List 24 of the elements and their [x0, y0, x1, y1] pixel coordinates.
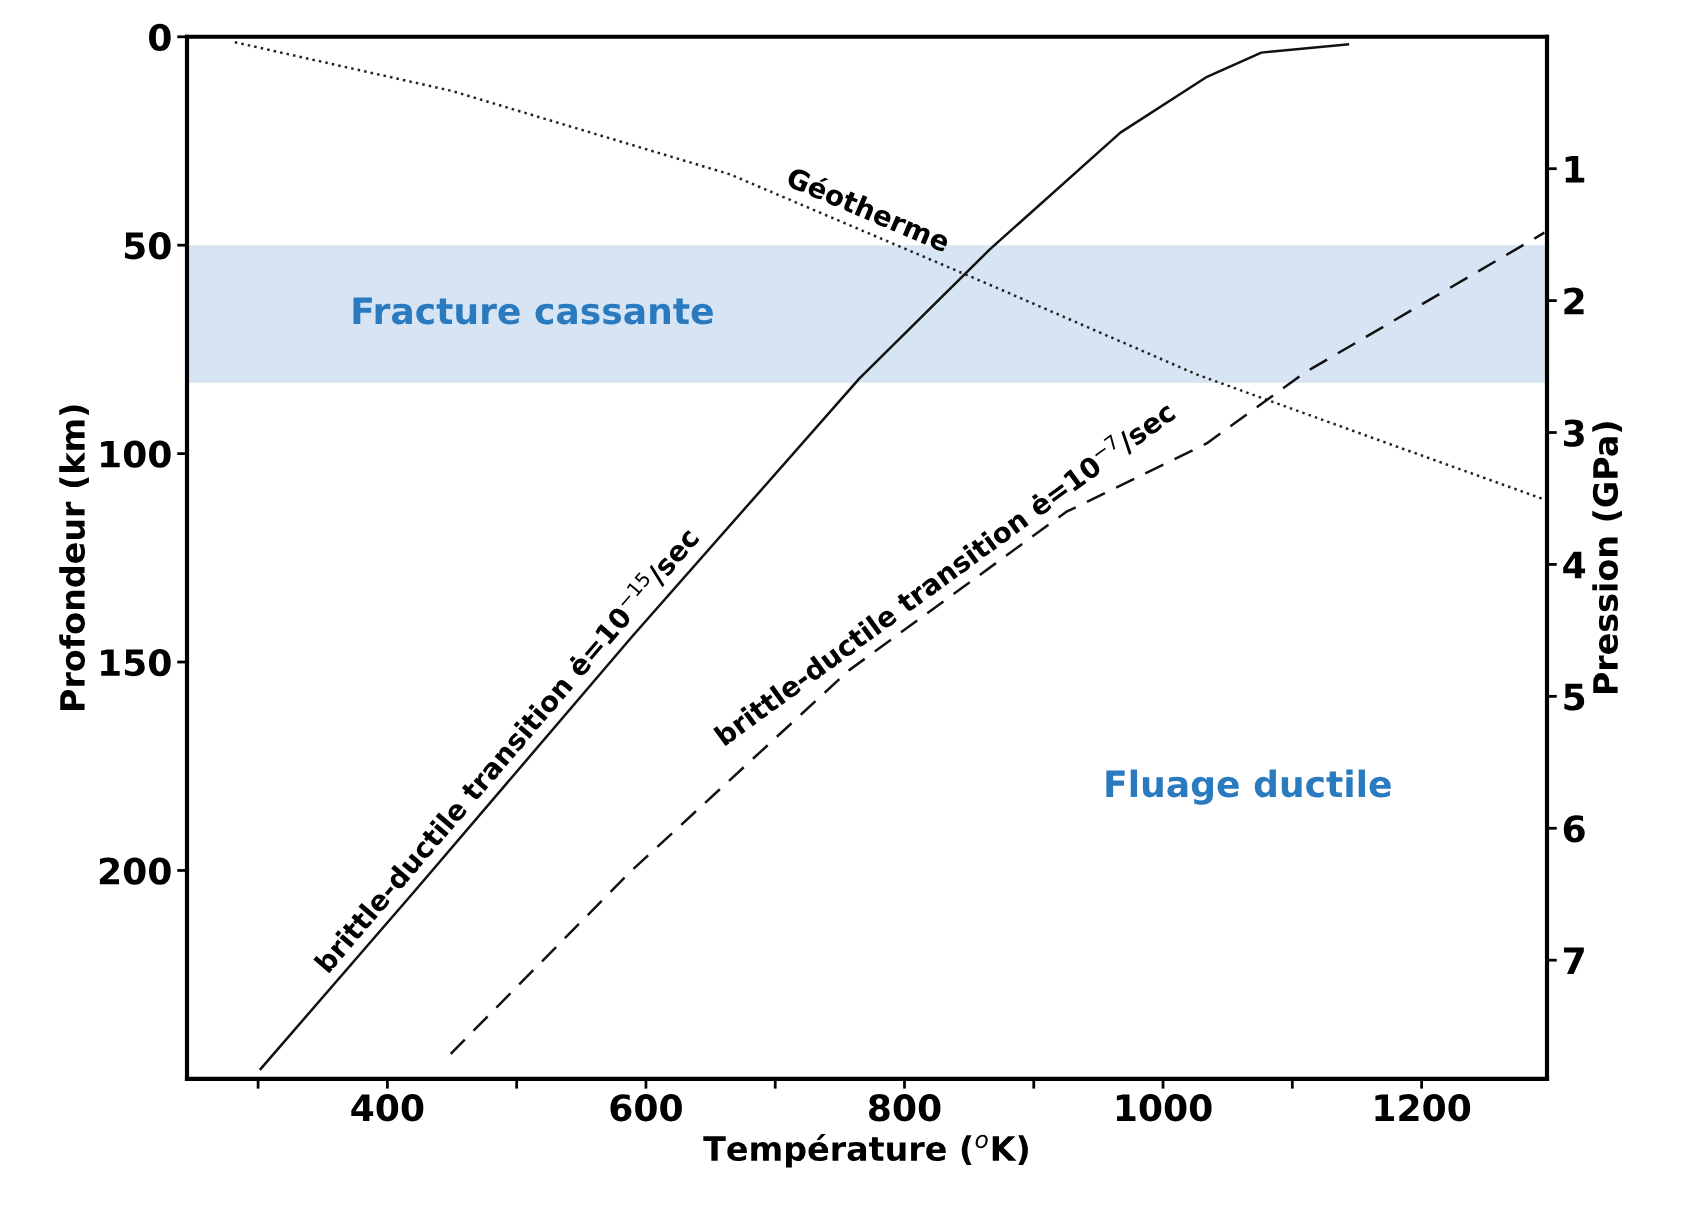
y2-tick-label: 4	[1563, 551, 1586, 579]
y2-tick-label: 5	[1564, 683, 1585, 711]
y-tick-label: 0	[149, 23, 171, 52]
x-tick-label: 800	[869, 1094, 941, 1122]
y-tick-label: 100	[101, 440, 171, 468]
y-tick-label: 150	[101, 648, 171, 677]
y-axis-title: Profondeur (km)	[59, 405, 89, 711]
x-tick-label: 600	[610, 1094, 682, 1122]
y2-axis-title: Pression (GPa)	[1592, 422, 1622, 694]
y-tick-label: 200	[99, 857, 171, 885]
y2-tick-label: 1	[1565, 156, 1585, 183]
band-label: Fracture cassante	[353, 297, 713, 325]
text: brittle-ductile transition ė=10$^{−15}$/sec	[310, 523, 702, 975]
y2-tick-label: 6	[1563, 815, 1585, 843]
y2-tick-label: 2	[1564, 287, 1584, 315]
annotation: Fluage ductile	[1106, 769, 1391, 805]
text: brittle-ductile transition ė=10$^{−7}$/sec	[710, 397, 1178, 749]
x-tick-label: 1000	[1116, 1094, 1212, 1122]
x-tick-label: 1200	[1375, 1094, 1471, 1122]
x-axis-title: Température ($^{o}$K)	[703, 1133, 1028, 1168]
y2-tick-label: 7	[1564, 947, 1584, 974]
y-tick-label: 50	[124, 232, 171, 260]
y2-tick-label: 3	[1564, 419, 1584, 447]
x-tick-label: 400	[351, 1094, 424, 1122]
